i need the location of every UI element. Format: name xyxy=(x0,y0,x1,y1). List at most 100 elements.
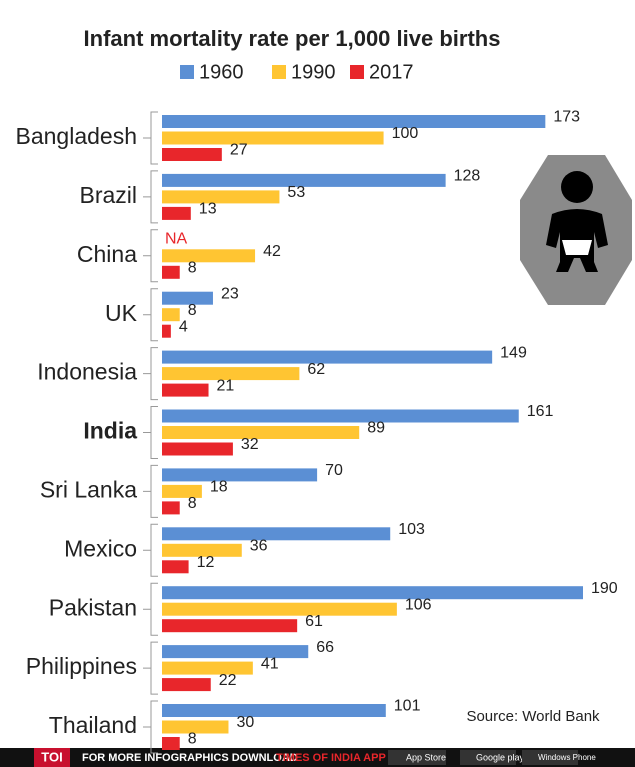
store-badge[interactable]: Windows Phone xyxy=(538,753,596,762)
bar xyxy=(162,148,222,161)
value-label: 22 xyxy=(219,672,237,689)
legend-label: 1960 xyxy=(199,61,244,83)
bar xyxy=(162,350,493,364)
value-label: 106 xyxy=(405,596,432,613)
category-label: Indonesia xyxy=(37,359,137,385)
value-label: 173 xyxy=(553,109,580,126)
value-label: 23 xyxy=(221,285,239,302)
category-label: Brazil xyxy=(79,182,137,208)
value-label: 100 xyxy=(392,125,419,142)
category-label: Bangladesh xyxy=(16,123,138,149)
value-label: 42 xyxy=(263,243,281,260)
store-badge[interactable]: App Store xyxy=(406,752,446,762)
value-label: NA xyxy=(165,231,188,248)
bar xyxy=(162,484,202,498)
bar xyxy=(162,206,191,220)
footer-app: TIMES OF INDIA APP xyxy=(276,752,386,764)
bracket xyxy=(143,464,158,518)
category-label: Sri Lanka xyxy=(40,476,137,502)
category-label: Philippines xyxy=(26,653,137,679)
bar xyxy=(162,115,546,128)
category-label: Thailand xyxy=(49,712,137,738)
value-label: 8 xyxy=(188,260,197,277)
bar xyxy=(162,501,180,515)
value-label: 8 xyxy=(188,731,197,748)
bar xyxy=(162,190,280,204)
bar xyxy=(162,367,300,381)
category-label: China xyxy=(77,241,137,267)
store-badge[interactable]: Google play xyxy=(476,752,525,762)
value-label: 128 xyxy=(454,168,481,185)
bar xyxy=(162,619,298,633)
bracket xyxy=(143,347,158,401)
category-label: India xyxy=(83,418,137,444)
bracket xyxy=(143,700,158,754)
footer-brand: TOI xyxy=(41,749,62,764)
value-label: 8 xyxy=(188,302,197,319)
value-label: 149 xyxy=(500,344,527,361)
value-label: 103 xyxy=(398,521,425,538)
bar xyxy=(162,468,318,482)
legend-label: 1990 xyxy=(291,61,336,83)
bar xyxy=(162,720,229,734)
footer-text: FOR MORE INFOGRAPHICS DOWNLOAD xyxy=(82,752,298,764)
value-label: 18 xyxy=(210,479,228,496)
value-label: 53 xyxy=(287,184,305,201)
bar xyxy=(162,586,583,600)
legend-swatch xyxy=(350,65,364,79)
value-label: 41 xyxy=(261,655,279,672)
bar xyxy=(162,409,519,423)
value-label: 12 xyxy=(197,554,215,571)
chart-title: Infant mortality rate per 1,000 live bir… xyxy=(84,26,501,51)
bar xyxy=(162,308,180,322)
value-label: 30 xyxy=(236,714,254,731)
value-label: 61 xyxy=(305,613,323,630)
legend-swatch xyxy=(272,65,286,79)
value-label: 70 xyxy=(325,462,343,479)
category-label: Mexico xyxy=(64,535,137,561)
source: Source: World Bank xyxy=(466,708,600,725)
category-label: UK xyxy=(105,300,138,326)
value-label: 66 xyxy=(316,639,334,656)
bar xyxy=(162,324,171,338)
bracket xyxy=(143,582,158,636)
baby-icon xyxy=(520,155,632,305)
legend-label: 2017 xyxy=(369,61,414,83)
bar xyxy=(162,442,233,456)
bar xyxy=(162,249,256,263)
footer: TOI FOR MORE INFOGRAPHICS DOWNLOAD TIMES… xyxy=(0,748,635,767)
bar xyxy=(162,737,180,750)
bar xyxy=(162,645,309,659)
bar xyxy=(162,678,211,692)
bar xyxy=(162,543,242,557)
value-label: 21 xyxy=(217,377,235,394)
bar xyxy=(162,704,386,717)
bar xyxy=(162,426,360,439)
bracket xyxy=(143,111,158,165)
value-label: 62 xyxy=(307,361,325,378)
bracket xyxy=(143,229,158,283)
legend-swatch xyxy=(180,65,194,79)
bracket xyxy=(143,170,158,224)
value-label: 32 xyxy=(241,436,259,453)
bracket xyxy=(143,523,158,577)
bar xyxy=(162,527,391,541)
bar xyxy=(162,602,397,616)
value-label: 27 xyxy=(230,142,248,159)
bar xyxy=(162,661,253,675)
bracket xyxy=(143,288,158,342)
value-label: 89 xyxy=(367,420,385,437)
bar xyxy=(162,131,384,145)
bar xyxy=(162,560,189,574)
value-label: 8 xyxy=(188,495,197,512)
bracket xyxy=(143,406,158,459)
bar xyxy=(162,383,209,397)
bar xyxy=(162,265,180,279)
value-label: 101 xyxy=(394,698,421,715)
value-label: 190 xyxy=(591,580,618,597)
value-label: 36 xyxy=(250,538,268,555)
bar xyxy=(162,291,213,305)
bar xyxy=(162,173,446,187)
value-label: 4 xyxy=(179,318,188,335)
